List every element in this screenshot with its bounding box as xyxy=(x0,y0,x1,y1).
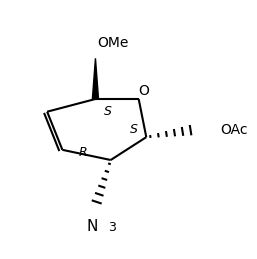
Text: O: O xyxy=(138,84,149,98)
Text: OAc: OAc xyxy=(220,123,247,136)
Text: OMe: OMe xyxy=(98,36,129,50)
Polygon shape xyxy=(93,58,98,99)
Text: 3: 3 xyxy=(108,221,116,234)
Text: R: R xyxy=(78,146,87,159)
Text: N: N xyxy=(87,219,98,234)
Text: S: S xyxy=(130,123,137,136)
Text: S: S xyxy=(104,105,112,118)
